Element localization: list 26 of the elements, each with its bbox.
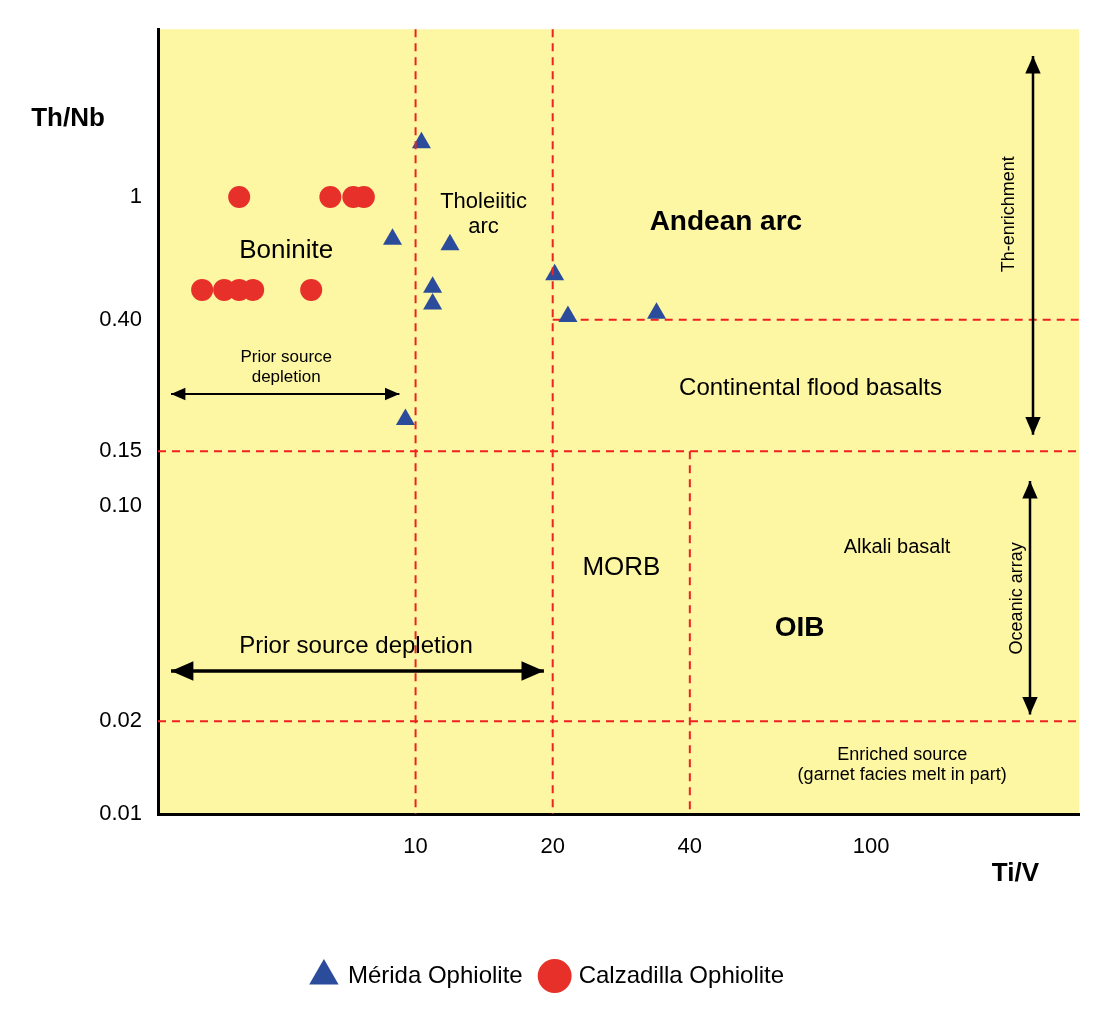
annotation: MORB (582, 550, 661, 581)
x-tick-label: 10 (403, 833, 428, 859)
annotation: Andean arc (649, 204, 803, 236)
legend-label: Calzadilla Ophiolite (578, 960, 785, 988)
y-axis-title: Th/Nb (31, 102, 105, 133)
annotation: Enriched source (garnet facies melt in part) (797, 743, 1007, 785)
x-tick-label: 40 (677, 833, 703, 859)
annotation: Continental flood basalts (679, 372, 942, 400)
annotation: Th-enrichment (998, 156, 1019, 273)
annotation: OIB (774, 610, 825, 642)
annotation: Prior source depletion (239, 630, 473, 658)
annotation: Alkali basalt (843, 535, 951, 558)
x-axis-title: Ti/V (991, 857, 1040, 888)
y-tick-label: 0.01 (99, 800, 142, 826)
annotation: Prior source depletion (240, 347, 333, 387)
annotation: Tholeiitic arc (440, 187, 527, 238)
annotation: Oceanic array (1005, 542, 1026, 655)
y-tick-label: 0.02 (99, 707, 142, 733)
annotation: Boninite (239, 233, 334, 264)
y-tick-label: 0.40 (99, 305, 142, 331)
y-tick-label: 1 (129, 183, 142, 209)
legend-label: Mérida Ophiolite (347, 960, 523, 988)
y-tick-label: 0.10 (99, 491, 142, 517)
x-tick-label: 20 (540, 833, 565, 859)
x-tick-label: 100 (852, 833, 890, 859)
y-tick-label: 0.15 (99, 437, 142, 463)
